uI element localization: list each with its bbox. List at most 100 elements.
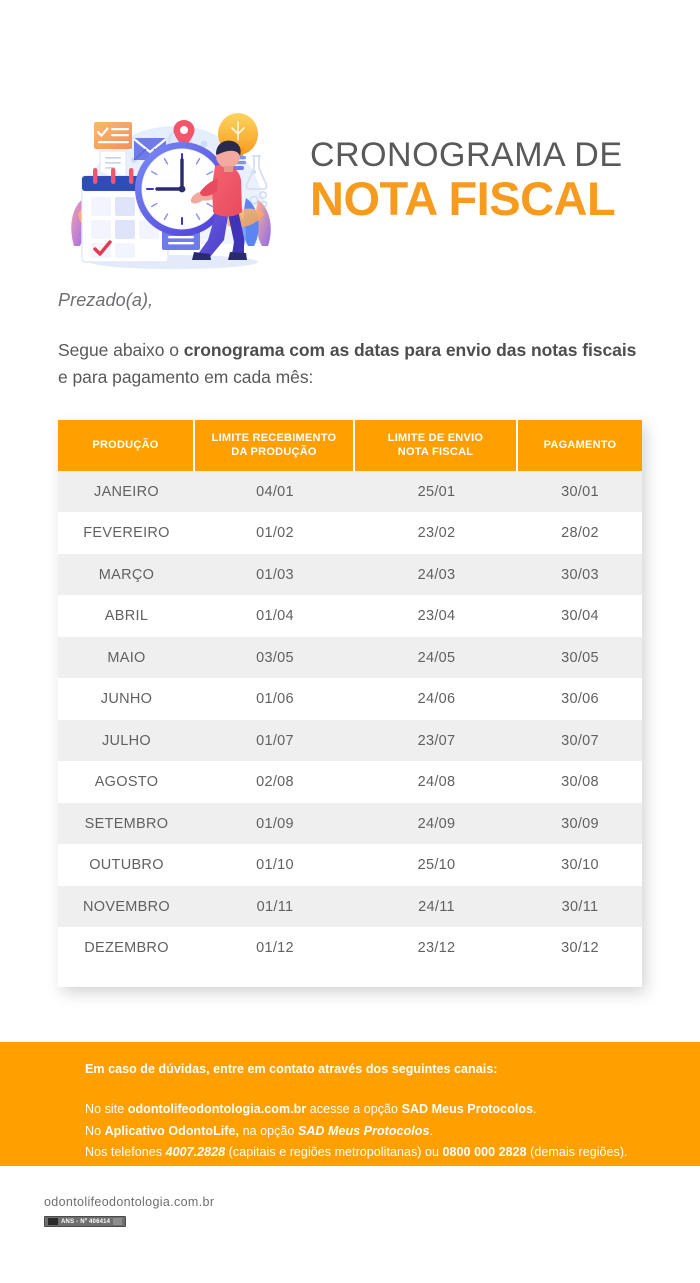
header-line: PAGAMENTO [543, 439, 617, 452]
lead-paragraph: Segue abaixo o cronograma com as datas p… [58, 337, 642, 390]
page-title-bottom: NOTA FISCAL [310, 171, 616, 225]
cell-producao: JULHO [58, 719, 195, 762]
cell-limite-envio: 24/08 [355, 761, 518, 803]
header-line: NOTA FISCAL [397, 446, 474, 459]
lead-part-2: e para pagamento em cada mês: [58, 366, 314, 387]
cell-producao: MAIO [58, 636, 195, 679]
cell-limite-envio: 24/05 [355, 636, 518, 679]
schedule-table-card: PRODUÇÃO LIMITE RECEBIMENTO DA PRODUÇÃO … [58, 420, 642, 987]
cell-limite-recebimento: 01/03 [195, 553, 355, 596]
cell-limite-envio: 23/12 [355, 927, 518, 969]
cell-limite-envio: 25/10 [355, 844, 518, 886]
page-footer: odontolifeodontologia.com.br ANS - Nº 40… [44, 1195, 214, 1230]
contact-text: acesse a opção [306, 1102, 402, 1116]
cell-limite-envio: 23/04 [355, 595, 518, 637]
cell-limite-envio: 25/01 [355, 470, 518, 513]
ans-mark-icon [48, 1218, 58, 1225]
cell-producao: NOVEMBRO [58, 885, 195, 928]
contact-line-phones: Nos telefones 4007.2828 (capitais e regi… [85, 1142, 700, 1164]
ans-badge-inner: ANS - Nº 406414 [48, 1218, 123, 1225]
contact-line-site: No site odontolifeodontologia.com.br ace… [85, 1099, 700, 1121]
column-header-pagamento: PAGAMENTO [518, 420, 642, 471]
cell-pagamento: 30/07 [518, 719, 642, 762]
header-line: LIMITE DE ENVIO [387, 432, 484, 445]
header-line: PRODUÇÃO [92, 439, 159, 452]
table-row: AGOSTO 02/08 24/08 30/08 [58, 761, 642, 803]
column-header-limite-envio: LIMITE DE ENVIO NOTA FISCAL [355, 420, 518, 471]
cell-pagamento: 30/03 [518, 553, 642, 596]
cell-pagamento: 30/08 [518, 761, 642, 803]
cell-producao: SETEMBRO [58, 802, 195, 845]
column-header-limite-recebimento: LIMITE RECEBIMENTO DA PRODUÇÃO [195, 420, 355, 471]
cell-limite-recebimento: 04/01 [195, 470, 355, 513]
contact-text: (demais regiões). [526, 1145, 628, 1159]
site-url: odontolifeodontologia.com.br [127, 1102, 307, 1116]
cell-producao: FEVEREIRO [58, 512, 195, 554]
cell-limite-recebimento: 01/02 [195, 512, 355, 554]
cell-producao: AGOSTO [58, 761, 195, 803]
table-row: JANEIRO 04/01 25/01 30/01 [58, 470, 642, 513]
cell-limite-recebimento: 01/11 [195, 885, 355, 928]
header-title-group: CRONOGRAMA DE NOTA FISCAL [310, 136, 623, 243]
table-row: NOVEMBRO 01/11 24/11 30/11 [58, 885, 642, 928]
cell-producao: JUNHO [58, 678, 195, 720]
cell-limite-recebimento: 02/08 [195, 761, 355, 803]
contact-text: . [429, 1123, 433, 1138]
table-head: PRODUÇÃO LIMITE RECEBIMENTO DA PRODUÇÃO … [58, 420, 642, 471]
table-bottom-padding [58, 968, 642, 987]
clock-calendar-illustration [58, 94, 288, 284]
header-line: LIMITE RECEBIMENTO [211, 432, 337, 445]
contact-text: (capitais e regiões metropolitanas) ou [225, 1145, 443, 1159]
contact-text: No [85, 1123, 105, 1138]
greeting-text: Prezado(a), [58, 290, 154, 310]
table-row: FEVEREIRO 01/02 23/02 28/02 [58, 512, 642, 554]
table-row: DEZEMBRO 01/12 23/12 30/12 [58, 927, 642, 969]
cell-limite-envio: 23/07 [355, 719, 518, 762]
contact-text: No site [85, 1102, 128, 1116]
phone-capitais: 4007.2828 [165, 1145, 226, 1159]
cell-pagamento: 28/02 [518, 512, 642, 554]
cell-pagamento: 30/10 [518, 844, 642, 886]
cell-pagamento: 30/11 [518, 885, 642, 928]
ans-badge: ANS - Nº 406414 [44, 1216, 127, 1227]
contact-text: na opção [239, 1123, 298, 1138]
cell-producao: DEZEMBRO [58, 927, 195, 969]
cell-limite-envio: 24/06 [355, 678, 518, 720]
contact-heading: Em caso de dúvidas, entre em contato atr… [85, 1062, 498, 1076]
table-row: OUTUBRO 01/10 25/10 30/10 [58, 844, 642, 886]
cell-limite-recebimento: 01/10 [195, 844, 355, 886]
cell-producao: OUTUBRO [58, 844, 195, 886]
cell-pagamento: 30/12 [518, 927, 642, 969]
phone-0800: 0800 000 2828 [442, 1145, 527, 1159]
sad-option: SAD Meus Protocolos [401, 1102, 534, 1116]
cell-producao: MARÇO [58, 553, 195, 596]
table-row: MARÇO 01/03 24/03 30/03 [58, 553, 642, 596]
contact-text: . [533, 1102, 537, 1116]
ans-label: ANS - Nº 406414 [61, 1218, 111, 1225]
table-row: JUNHO 01/06 24/06 30/06 [58, 678, 642, 720]
intro-section: Prezado(a), Segue abaixo o cronograma co… [0, 290, 700, 390]
table-row: ABRIL 01/04 23/04 30/04 [58, 595, 642, 637]
cell-pagamento: 30/01 [518, 470, 642, 513]
cell-limite-recebimento: 03/05 [195, 636, 355, 679]
schedule-table: PRODUÇÃO LIMITE RECEBIMENTO DA PRODUÇÃO … [58, 420, 642, 969]
footer-site-url: odontolifeodontologia.com.br [44, 1195, 215, 1209]
cell-limite-envio: 24/11 [355, 885, 518, 928]
header-line: DA PRODUÇÃO [231, 446, 317, 459]
contact-band: Em caso de dúvidas, entre em contato atr… [0, 1042, 700, 1166]
cell-limite-recebimento: 01/12 [195, 927, 355, 969]
cell-limite-recebimento: 01/07 [195, 719, 355, 762]
cell-limite-envio: 24/03 [355, 553, 518, 596]
table-row: JULHO 01/07 23/07 30/07 [58, 719, 642, 762]
cell-limite-envio: 24/09 [355, 802, 518, 845]
table-row: MAIO 03/05 24/05 30/05 [58, 636, 642, 679]
cell-producao: JANEIRO [58, 470, 195, 513]
cell-pagamento: 30/09 [518, 802, 642, 845]
cell-limite-recebimento: 01/06 [195, 678, 355, 720]
column-header-producao: PRODUÇÃO [58, 420, 195, 471]
cell-pagamento: 30/06 [518, 678, 642, 720]
lead-bold: cronograma com as datas para envio das n… [183, 340, 637, 360]
ans-mark-secondary-icon [113, 1218, 123, 1225]
cell-producao: ABRIL [58, 595, 195, 637]
lead-part-1: Segue abaixo o [58, 340, 184, 360]
